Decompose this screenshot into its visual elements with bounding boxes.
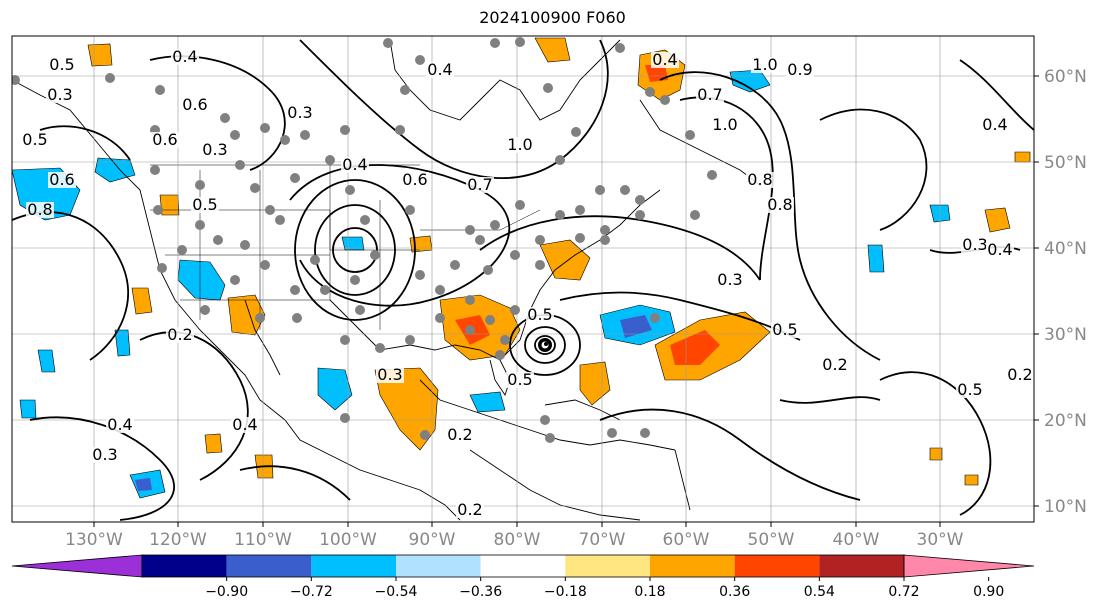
colorbar-segment	[142, 555, 227, 577]
contour-label: 0.6	[152, 130, 177, 149]
contour-label: 0.4	[172, 47, 197, 66]
latitude-label: 60°N	[1044, 67, 1087, 87]
colorbar-tick-label: −0.54	[375, 584, 418, 600]
longitude-label: 40°W	[833, 530, 880, 550]
latitude-label: 20°N	[1044, 411, 1087, 431]
longitude-label: 60°W	[663, 530, 710, 550]
coastlines	[12, 39, 761, 521]
longitude-label: 110°W	[234, 530, 292, 550]
axis-ticks	[93, 75, 1039, 527]
longitude-label: 30°W	[917, 530, 964, 550]
contour-label: 0.2	[167, 325, 192, 344]
graticule	[12, 36, 1034, 522]
colorbar-frame	[141, 554, 905, 578]
contour-label: 0.3	[202, 140, 227, 159]
observation-stations	[12, 37, 717, 443]
colorbar-extend-min	[11, 554, 143, 578]
latitude-label: 30°N	[1044, 325, 1087, 345]
colorbar-segment	[650, 555, 735, 577]
colorbar-tick-label: 0.72	[888, 584, 919, 600]
longitude-label: 100°W	[319, 530, 377, 550]
longitude-label: 70°W	[579, 530, 626, 550]
contour-label: 0.3	[377, 365, 402, 384]
colorbar-segment	[480, 555, 566, 577]
contour-label: 0.2	[822, 355, 847, 374]
contour-label: 0.4	[342, 155, 367, 174]
contour-label: 0.2	[457, 500, 482, 519]
contour-label: 0.7	[697, 85, 722, 104]
contour-label: 0.4	[982, 115, 1007, 134]
latitude-label: 40°N	[1044, 239, 1087, 259]
contour-label: 0.6	[182, 95, 207, 114]
colorbar-segment	[396, 555, 481, 577]
contour-label: 0.5	[507, 370, 532, 389]
longitude-labels: 130°W 120°W 110°W 100°W 90°W 80°W 70°W 60°W 50°W…	[65, 530, 964, 550]
contour-label: 0.4	[427, 60, 452, 79]
latitude-label: 10°N	[1044, 497, 1087, 517]
colorbar-segment	[226, 555, 312, 577]
colorbar-segment	[565, 555, 650, 577]
latitude-label: 50°N	[1044, 153, 1087, 173]
hurricane-marker	[538, 338, 552, 352]
colorbar-segment	[311, 555, 396, 577]
contour-label: 0.7	[467, 175, 492, 194]
contour-label: 0.5	[772, 320, 797, 339]
longitude-label: 80°W	[494, 530, 541, 550]
longitude-label: 130°W	[65, 530, 123, 550]
colorbar-tick-label: −0.36	[459, 584, 502, 600]
contour-label-group: 0.5 0.40.30.60.80.60.50.30.60.40.30.50.41…	[21, 47, 1034, 519]
contour-label: 0.5	[22, 130, 47, 149]
map-title: 2024100900 F060	[479, 8, 626, 27]
state-borders	[150, 160, 541, 330]
contour-label: 0.3	[287, 103, 312, 122]
contour-label: 0.4	[107, 415, 132, 434]
contour-label: 0.5	[957, 380, 982, 399]
longitude-label: 120°W	[149, 530, 207, 550]
contour-label: 0.2	[447, 425, 472, 444]
colorbar-tick-label: −0.90	[205, 584, 248, 600]
colorbar-tick-label: 0.54	[804, 584, 835, 600]
contour-label: 0.3	[962, 235, 987, 254]
colorbar-segment	[819, 555, 904, 577]
map-frame	[11, 35, 1035, 523]
contour-label: 1.0	[507, 135, 532, 154]
colorbar-tick-label: −0.72	[290, 584, 333, 600]
contour-label: 0.5	[192, 195, 217, 214]
contour-label: 0.5	[49, 55, 74, 74]
contour-label: 0.9	[787, 60, 812, 79]
contour-label: 1.0	[752, 55, 777, 74]
colorbar: −0.90 −0.72 −0.54 −0.36 −0.18 0.18 0.36 0.54 0.7…	[11, 554, 1035, 600]
longitude-label: 90°W	[409, 530, 456, 550]
contour-label: 0.4	[232, 415, 257, 434]
contour-label: 0.8	[767, 195, 792, 214]
contour-label: 0.6	[402, 170, 427, 189]
colorbar-tick-label: 0.36	[719, 584, 750, 600]
latitude-labels: 60°N 50°N 40°N 30°N 20°N 10°N	[1044, 67, 1087, 517]
contour-label: 0.8	[27, 200, 52, 219]
colorbar-segment	[734, 555, 820, 577]
contour-label: 0.2	[1007, 365, 1032, 384]
contour-label: 0.6	[49, 170, 74, 189]
contour-label: 0.4	[987, 240, 1012, 259]
contour-label: 0.5	[527, 305, 552, 324]
contour-label: 1.0	[712, 115, 737, 134]
colorbar-tick-label: 0.90	[973, 584, 1004, 600]
contour-label: 0.3	[47, 85, 72, 104]
longitude-label: 50°W	[748, 530, 795, 550]
colorbar-extend-max	[903, 554, 1035, 578]
map-plot-area: 0.5 0.40.30.60.80.60.50.30.60.40.30.50.41…	[12, 36, 1034, 522]
contour-label: 0.3	[717, 270, 742, 289]
contour-label: 0.4	[652, 50, 677, 69]
contour-label: 0.3	[92, 445, 117, 464]
colorbar-tick-label: −0.18	[544, 584, 587, 600]
contour-label: 0.8	[747, 170, 772, 189]
colorbar-tick-label: 0.18	[634, 584, 665, 600]
negative-shading	[12, 69, 951, 499]
